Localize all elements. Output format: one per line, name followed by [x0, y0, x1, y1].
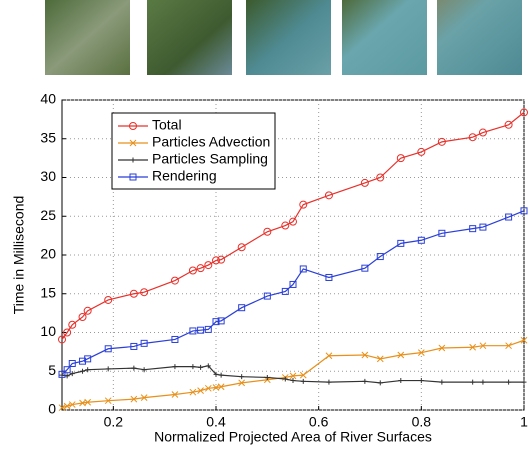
thumbnail	[246, 0, 331, 75]
y-tick-label: 35	[40, 129, 56, 145]
thumbnail	[45, 0, 130, 75]
x-tick-label: 1	[520, 414, 528, 430]
thumbnail	[147, 0, 232, 75]
y-tick-label: 15	[40, 284, 56, 300]
thumbnail	[342, 0, 427, 75]
page: Normalized Projected Area of River Surfa…	[0, 0, 530, 452]
legend-label: Rendering	[152, 168, 217, 184]
x-tick-label: 0.6	[309, 414, 329, 430]
legend-label: Particles Sampling	[152, 151, 268, 167]
y-tick-label: 30	[40, 168, 56, 184]
y-tick-label: 40	[40, 91, 56, 107]
chart: Normalized Projected Area of River Surfa…	[0, 0, 530, 452]
y-axis-label: Time in Millisecond	[11, 196, 27, 315]
thumbnail	[437, 0, 522, 75]
legend-label: Total	[152, 117, 182, 133]
y-tick-label: 25	[40, 207, 56, 223]
y-tick-label: 20	[40, 246, 56, 262]
legend-label: Particles Advection	[152, 134, 270, 150]
x-axis-label: Normalized Projected Area of River Surfa…	[154, 429, 432, 445]
x-tick-label: 0.4	[206, 414, 226, 430]
y-tick-label: 5	[48, 362, 56, 378]
x-tick-label: 0.8	[412, 414, 432, 430]
y-tick-label: 0	[48, 401, 56, 417]
y-tick-label: 10	[40, 323, 56, 339]
x-tick-label: 0.2	[104, 414, 124, 430]
